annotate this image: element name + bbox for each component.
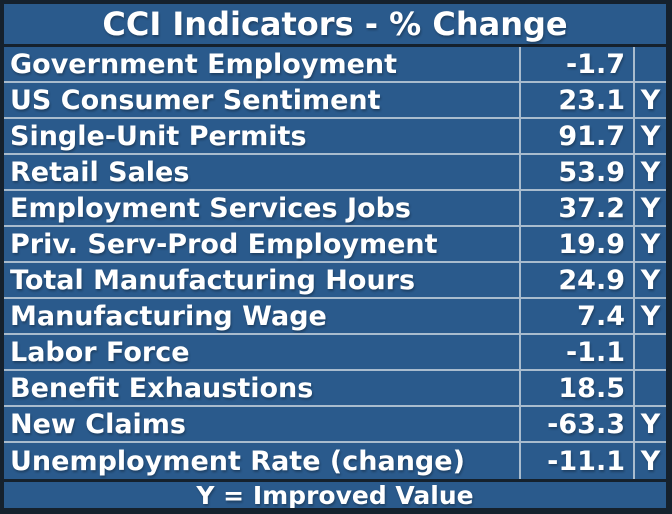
indicator-value: -1.7	[519, 47, 633, 81]
improved-flag: Y	[633, 299, 666, 333]
indicator-value: 19.9	[519, 227, 633, 261]
table-row: Employment Services Jobs 37.2 Y	[4, 191, 666, 227]
indicator-label: Single-Unit Permits	[10, 120, 307, 152]
indicator-value: 23.1	[519, 83, 633, 117]
table-title: CCI Indicators - % Change	[4, 4, 666, 47]
indicator-value: -1.1	[519, 335, 633, 369]
indicator-value: -63.3	[519, 407, 633, 441]
indicator-value: 53.9	[519, 155, 633, 189]
indicator-label: US Consumer Sentiment	[10, 84, 381, 116]
table-row: Labor Force -1.1	[4, 335, 666, 371]
indicator-value: 24.9	[519, 263, 633, 297]
indicator-label: Employment Services Jobs	[10, 192, 411, 224]
table-row: Priv. Serv-Prod Employment 19.9 Y	[4, 227, 666, 263]
table-row: New Claims -63.3 Y	[4, 407, 666, 443]
indicator-label: Labor Force	[10, 336, 190, 368]
improved-flag	[633, 335, 666, 369]
indicator-value: -11.1	[519, 443, 633, 479]
improved-flag: Y	[633, 443, 666, 479]
table-row: Unemployment Rate (change) -11.1 Y	[4, 443, 666, 479]
indicator-label: New Claims	[10, 408, 187, 440]
table-row: Retail Sales 53.9 Y	[4, 155, 666, 191]
indicator-value: 91.7	[519, 119, 633, 153]
indicator-label: Retail Sales	[10, 156, 190, 188]
improved-flag: Y	[633, 119, 666, 153]
table-inner: CCI Indicators - % Change Government Emp…	[4, 4, 666, 508]
indicator-value: 18.5	[519, 371, 633, 405]
improved-flag: Y	[633, 227, 666, 261]
indicator-label: Unemployment Rate (change)	[10, 445, 465, 477]
indicator-label: Priv. Serv-Prod Employment	[10, 228, 438, 260]
table-row: Manufacturing Wage 7.4 Y	[4, 299, 666, 335]
table-row: Total Manufacturing Hours 24.9 Y	[4, 263, 666, 299]
indicator-value: 7.4	[519, 299, 633, 333]
improved-flag	[633, 371, 666, 405]
improved-flag: Y	[633, 83, 666, 117]
improved-flag	[633, 47, 666, 81]
indicator-label: Manufacturing Wage	[10, 300, 327, 332]
table-body: Government Employment -1.7 US Consumer S…	[4, 47, 666, 479]
table-row: Government Employment -1.7	[4, 47, 666, 83]
improved-flag: Y	[633, 155, 666, 189]
improved-flag: Y	[633, 191, 666, 225]
indicator-label: Government Employment	[10, 48, 398, 80]
table-footer-legend: Y = Improved Value	[4, 479, 666, 508]
improved-flag: Y	[633, 407, 666, 441]
table-row: Benefit Exhaustions 18.5	[4, 371, 666, 407]
improved-flag: Y	[633, 263, 666, 297]
indicator-label: Benefit Exhaustions	[10, 372, 314, 404]
table-row: US Consumer Sentiment 23.1 Y	[4, 83, 666, 119]
indicator-label: Total Manufacturing Hours	[10, 264, 416, 296]
indicator-value: 37.2	[519, 191, 633, 225]
table-row: Single-Unit Permits 91.7 Y	[4, 119, 666, 155]
